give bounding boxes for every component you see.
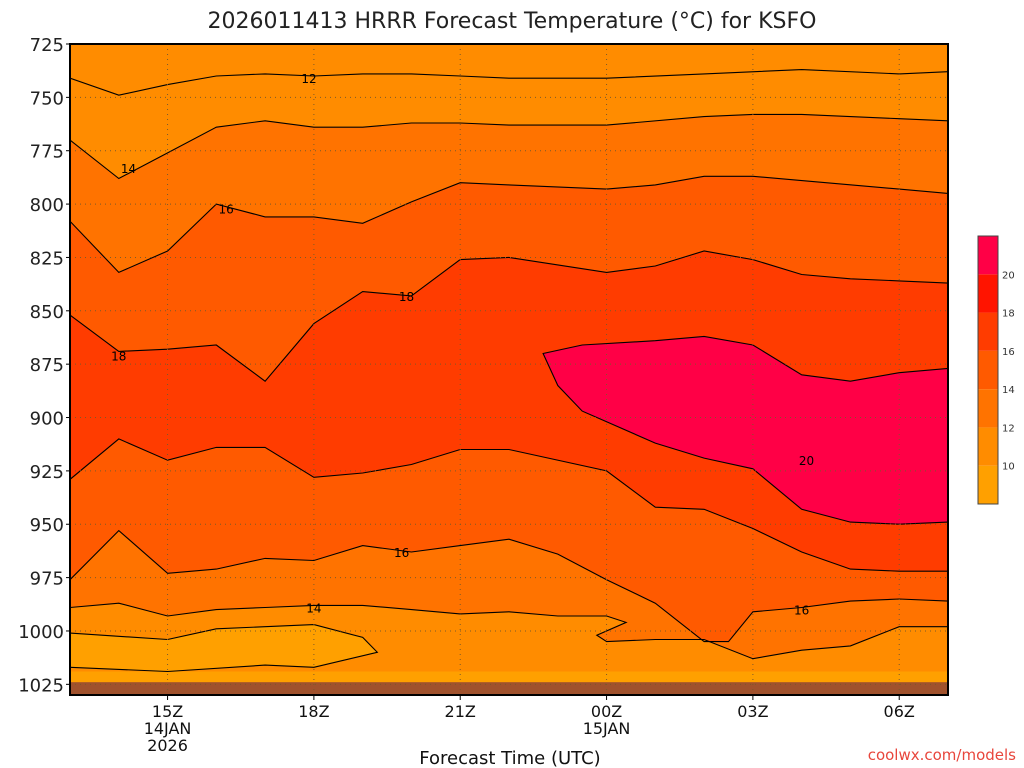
contour-label: 16: [794, 604, 809, 618]
contour-line: [70, 602, 948, 660]
contour-line: [70, 438, 948, 572]
y-tick-label: 750: [30, 88, 64, 109]
x-tick-label: 03Z: [737, 702, 768, 721]
chart-title: 2026011413 HRRR Forecast Temperature (°C…: [208, 9, 817, 34]
band-10-12: [70, 624, 378, 672]
colorbar-swatch: [978, 427, 998, 466]
y-tick-label: 900: [30, 409, 64, 430]
contour-label: 18: [111, 350, 126, 364]
contour-line: [542, 335, 948, 525]
ground: [70, 682, 948, 695]
contour-line: [70, 175, 948, 274]
y-tick-label: 725: [30, 35, 64, 56]
x-tick-label: 18Z: [298, 702, 329, 721]
y-tick-label: 925: [30, 462, 64, 483]
x-tick-label: 2026: [147, 736, 188, 755]
x-tick-label: 06Z: [884, 702, 915, 721]
credit-text: coolwx.com/models: [868, 746, 1016, 764]
grid: [70, 43, 948, 695]
contour-line: [70, 624, 379, 673]
colorbar-swatch: [978, 350, 998, 390]
plot-fill: [70, 44, 948, 695]
band-20-22: [543, 336, 948, 525]
contour-label: 16: [218, 202, 233, 216]
x-tick-label: 14JAN: [144, 719, 192, 738]
colorbar-label: 10: [1002, 462, 1015, 473]
colorbar-swatch: [978, 274, 998, 313]
x-tick-label: 21Z: [445, 702, 476, 721]
colorbar: 10 12 14 16 18 20: [977, 235, 1015, 505]
contour-line: [70, 250, 948, 382]
contour-label: 14: [121, 162, 136, 176]
y-tick-label: 800: [30, 195, 64, 216]
colorbar-frame: [977, 235, 999, 505]
contour-line: [70, 529, 948, 643]
y-tick-label: 1000: [18, 622, 64, 643]
contour-label: 16: [394, 546, 409, 560]
x-tick-label: 00Z: [591, 702, 622, 721]
y-tick-label: 850: [30, 302, 64, 323]
contour-label: 18: [399, 290, 414, 304]
x-tick-label: 15Z: [152, 702, 183, 721]
contour-label: 12: [301, 72, 316, 86]
y-tick-label: 1025: [18, 675, 64, 696]
band-top: [70, 44, 948, 96]
colorbar-swatch: [978, 389, 998, 428]
contour-label: 20: [799, 454, 814, 468]
y-tick-label: 875: [30, 355, 64, 376]
colorbar-label: 20: [1002, 270, 1015, 281]
colorbar-label: 14: [1002, 385, 1015, 396]
y-tick-label: 975: [30, 569, 64, 590]
colorbar-label: 18: [1002, 309, 1015, 320]
colorbar-swatch: [978, 236, 998, 275]
x-axis-label: Forecast Time (UTC): [419, 748, 600, 768]
contour-line: [70, 69, 948, 96]
contour-line: [70, 113, 948, 180]
plot-frame: [69, 43, 949, 696]
y-tick-label: 950: [30, 515, 64, 536]
colorbar-swatch: [978, 312, 998, 351]
y-tick-label: 775: [30, 142, 64, 163]
y-tick-label: 825: [30, 248, 64, 269]
colorbar-swatch: [978, 465, 998, 504]
x-tick-label: 15JAN: [583, 719, 631, 738]
plot-area: 12 14 16 18 20 18 16 14 16: [69, 43, 949, 696]
colorbar-label: 16: [1002, 347, 1015, 358]
contour-label: 14: [306, 601, 321, 615]
y-axis: 725 750 775 800 825 850 875 900 925 950 975 1000 102…: [18, 35, 70, 696]
colorbar-label: 12: [1002, 423, 1015, 434]
